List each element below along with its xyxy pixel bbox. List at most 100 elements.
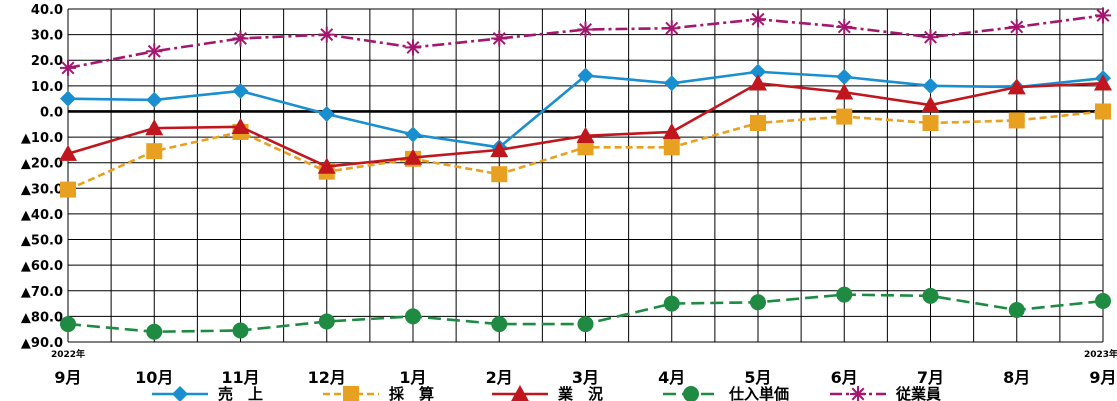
data-point	[750, 294, 766, 311]
data-point	[836, 286, 853, 303]
data-point	[59, 144, 77, 161]
y-tick-label: ▲90.0	[21, 336, 63, 351]
data-point	[921, 96, 940, 113]
y-tick-label: 20.0	[31, 54, 63, 69]
data-point	[836, 18, 853, 35]
x-tick-label: 7月	[917, 368, 944, 387]
x-tick-label: 11月	[221, 368, 259, 387]
data-point	[491, 30, 508, 47]
data-point	[60, 181, 76, 198]
data-point	[750, 63, 766, 80]
data-point	[405, 39, 421, 56]
data-point	[922, 114, 939, 131]
data-point	[405, 126, 421, 143]
x-tick-label: 1月	[399, 368, 426, 387]
x-year-label-end: 2023年	[1084, 348, 1117, 360]
data-point	[317, 157, 336, 174]
data-point	[663, 295, 680, 312]
legend-label: 仕入単価	[728, 385, 789, 401]
y-tick-label: ▲10.0	[21, 131, 63, 146]
legend-label: 業 況	[557, 385, 603, 401]
data-point	[1094, 74, 1112, 91]
data-point	[1007, 78, 1026, 95]
y-axis-labels: 40.0 30.0 20.0 10.0 0.0 ▲10.0 ▲20.0 ▲30.0 ▲40.0 ▲…	[21, 3, 63, 351]
legend-item: 売 上	[152, 385, 263, 401]
data-point	[146, 323, 163, 340]
x-tick-label: 3月	[572, 368, 599, 387]
x-tick-label: 10月	[135, 368, 173, 387]
data-point	[1008, 301, 1025, 318]
data-point	[1008, 112, 1025, 129]
series-3	[60, 286, 1111, 340]
y-tick-label: 40.0	[31, 3, 63, 18]
data-point	[576, 126, 595, 143]
x-tick-label: 2月	[486, 368, 513, 387]
legend-item: 従業員	[830, 385, 941, 401]
data-point	[146, 91, 163, 108]
y-tick-label: ▲40.0	[21, 208, 63, 223]
legend-marker	[511, 385, 529, 401]
legend-marker	[683, 386, 699, 401]
data-point	[318, 106, 335, 123]
legend-label: 採 算	[389, 385, 434, 401]
data-point	[922, 29, 939, 46]
data-point	[231, 117, 250, 135]
data-point	[491, 166, 508, 183]
data-point	[922, 287, 939, 304]
data-point	[835, 83, 854, 100]
data-point	[60, 316, 76, 333]
legend-label: 売 上	[218, 385, 263, 401]
data-point	[232, 82, 249, 99]
data-point	[1095, 103, 1111, 120]
y-tick-label: ▲30.0	[21, 182, 63, 197]
legend-item: 仕入単価	[663, 385, 789, 401]
data-point	[577, 316, 594, 333]
data-point	[750, 11, 766, 28]
grid	[67, 8, 1104, 343]
series-4	[60, 7, 1111, 76]
y-tick-label: ▲60.0	[21, 259, 63, 274]
data-point	[577, 139, 594, 156]
data-point	[750, 114, 766, 131]
x-year-label-start: 2022年	[51, 348, 85, 360]
x-axis-labels: 9月 10月 11月 12月 1月 2月 3月 4月 5月 6月 7月 8月 9月 2022年 2023年	[51, 348, 1117, 387]
x-tick-label: 4月	[658, 368, 685, 387]
legend-label: 従業員	[895, 385, 941, 401]
data-point	[60, 59, 76, 76]
legend-item: 採 算	[323, 385, 434, 401]
data-point	[663, 75, 680, 92]
y-tick-label: 10.0	[31, 80, 63, 95]
legend-marker	[850, 386, 866, 401]
data-point	[1095, 293, 1111, 310]
data-point	[318, 26, 335, 43]
y-tick-label: ▲20.0	[21, 157, 63, 172]
legend: 売 上 採 算 業 況 仕入単価 従業員	[152, 385, 941, 401]
x-tick-label: 8月	[1003, 368, 1030, 387]
legend-marker	[172, 386, 188, 401]
data-point	[749, 74, 767, 91]
data-point	[145, 119, 164, 136]
data-point	[662, 122, 681, 140]
data-point	[1008, 18, 1025, 35]
data-point	[232, 30, 249, 47]
y-tick-label: ▲70.0	[21, 285, 63, 300]
x-tick-label: 6月	[831, 368, 858, 387]
data-point	[663, 20, 680, 37]
legend-item: 業 況	[492, 385, 603, 401]
data-point	[1095, 7, 1111, 24]
series-2	[59, 74, 1112, 174]
y-tick-label: ▲50.0	[21, 234, 63, 249]
data-point	[146, 143, 163, 160]
data-point	[60, 90, 76, 107]
data-point	[404, 148, 422, 165]
data-point	[836, 108, 853, 125]
x-tick-label: 5月	[744, 368, 771, 387]
data-point	[232, 322, 249, 339]
y-tick-label: ▲80.0	[21, 310, 63, 325]
data-point	[577, 21, 594, 38]
x-tick-label: 9月	[54, 368, 81, 387]
data-point	[922, 77, 939, 94]
data-point	[491, 316, 508, 333]
